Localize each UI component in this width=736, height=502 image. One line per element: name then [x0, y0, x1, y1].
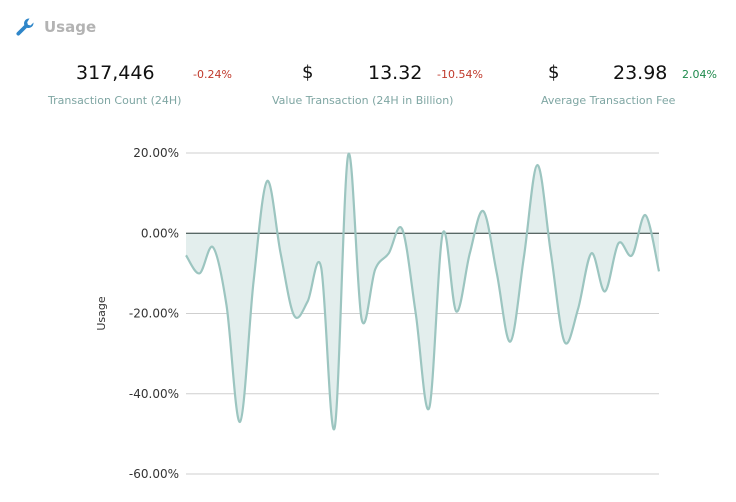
- y-tick-label: 20.00%: [133, 146, 179, 160]
- y-tick-label: -60.00%: [129, 467, 179, 481]
- series-line: [185, 152, 661, 431]
- stat-value: 317,446: [76, 62, 155, 84]
- currency-symbol: $: [302, 62, 314, 83]
- y-tick-label: -40.00%: [129, 387, 179, 401]
- stat-value: 23.98: [613, 62, 668, 84]
- y-tick-label: -20.00%: [129, 307, 179, 321]
- stat-change: -10.54%: [437, 68, 483, 81]
- panel-header: Usage: [14, 16, 96, 38]
- stat-change: -0.24%: [193, 68, 232, 81]
- panel-title: Usage: [44, 18, 97, 36]
- wrench-icon: [14, 16, 36, 38]
- stat-label: Value Transaction (24H in Billion): [272, 94, 454, 107]
- stat-label: Transaction Count (24H): [48, 94, 182, 107]
- stat-label: Average Transaction Fee: [541, 94, 676, 107]
- y-tick-label: 0.00%: [141, 226, 179, 240]
- stat-change: 2.04%: [682, 68, 717, 81]
- currency-symbol: $: [548, 62, 560, 83]
- y-axis-label: Usage: [95, 296, 108, 331]
- stat-value: 13.32: [368, 62, 423, 84]
- area-fill: [186, 153, 659, 430]
